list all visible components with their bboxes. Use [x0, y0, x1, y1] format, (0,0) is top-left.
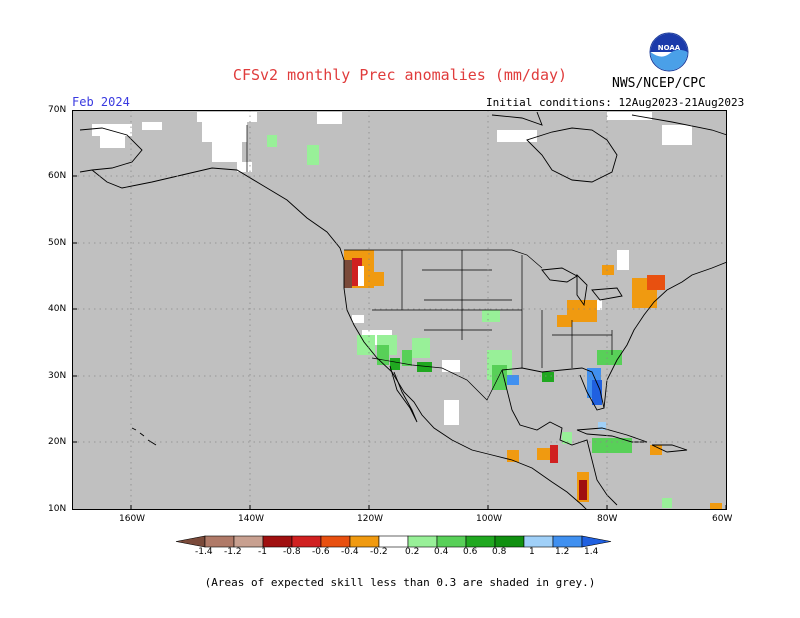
svg-text:NOAA: NOAA [658, 44, 681, 52]
colorbar-label: 1.4 [584, 547, 599, 557]
colorbar-label: -1.4 [195, 547, 213, 557]
lon-label-80w: 80W [597, 514, 618, 524]
colorbar-arrow-left [175, 535, 206, 548]
lon-label-60w: 60W [712, 514, 733, 524]
noaa-logo-icon: NOAA [649, 32, 689, 72]
map-frame [72, 110, 727, 510]
lat-label-10n: 10N [48, 504, 67, 514]
colorbar-cell [291, 535, 322, 548]
lat-label-30n: 30N [48, 371, 67, 381]
strong-positive-patches [507, 368, 606, 430]
lon-label-140w: 140W [238, 514, 265, 524]
colorbar-label: -0.6 [312, 547, 330, 557]
colorbar-cell [465, 535, 496, 548]
colorbar-label: -0.8 [283, 547, 301, 557]
colorbar-label: 0.4 [434, 547, 449, 557]
coastlines [79, 111, 728, 510]
colorbar-cell [320, 535, 351, 548]
white-patches [92, 112, 692, 425]
axis-ticks [72, 110, 727, 510]
lat-label-50n: 50N [48, 238, 67, 248]
lon-label-100w: 100W [476, 514, 503, 524]
colorbar-cell [523, 535, 554, 548]
colorbar-cell [233, 535, 264, 548]
agency-label: NWS/NCEP/CPC [612, 76, 706, 91]
colorbar-label: 1.2 [555, 547, 570, 557]
initial-conditions: Initial conditions: 12Aug2023-21Aug2023 [486, 96, 745, 109]
lat-label-20n: 20N [48, 437, 67, 447]
colorbar-label: -0.4 [341, 547, 359, 557]
colorbar-label: 1 [529, 547, 535, 557]
valid-month: Feb 2024 [72, 95, 130, 109]
lon-label-160w: 160W [119, 514, 146, 524]
borders [246, 125, 613, 401]
negative-anomaly-patches [344, 250, 722, 509]
map-title: CFSv2 monthly Prec anomalies (mm/day) [232, 66, 568, 84]
graticule [72, 110, 727, 510]
colorbar-cell [552, 535, 583, 548]
lat-label-60n: 60N [48, 171, 67, 181]
colorbar-cell [436, 535, 467, 548]
colorbar-label: -1 [258, 547, 267, 557]
colorbar-arrow-right [581, 535, 612, 548]
colorbar-label: 0.8 [492, 547, 507, 557]
colorbar-label: -0.2 [370, 547, 388, 557]
colorbar-label: 0.2 [405, 547, 420, 557]
colorbar-cell [407, 535, 438, 548]
colorbar-cell [349, 535, 380, 548]
colorbar-label: 0.6 [463, 547, 478, 557]
lat-label-40n: 40N [48, 304, 67, 314]
lon-label-120w: 120W [357, 514, 384, 524]
colorbar-cell [262, 535, 293, 548]
colorbar-cell [378, 535, 409, 548]
colorbar-label: -1.2 [224, 547, 242, 557]
lat-label-70n: 70N [48, 105, 67, 115]
colorbar [175, 535, 612, 548]
skill-footnote: (Areas of expected skill less than 0.3 a… [204, 576, 596, 589]
colorbar-cell [494, 535, 525, 548]
colorbar-cell [204, 535, 235, 548]
precip-anomaly-map [72, 110, 728, 510]
